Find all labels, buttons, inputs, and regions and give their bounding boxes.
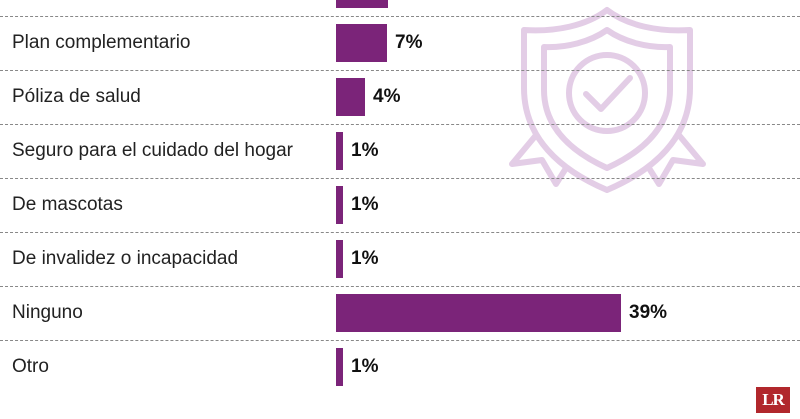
row-divider: [0, 124, 800, 125]
bar: [336, 186, 343, 224]
category-label: Plan complementario: [12, 32, 191, 53]
row-divider: [0, 232, 800, 233]
value-label: 7%: [395, 32, 423, 53]
bar: [336, 78, 365, 116]
category-label: Póliza de salud: [12, 86, 141, 107]
shield-icon-part: [566, 52, 648, 134]
bar: [336, 132, 343, 170]
bar: [336, 348, 343, 386]
value-label: 1%: [351, 356, 379, 377]
category-label: Otro: [12, 356, 49, 377]
category-label: Ninguno: [12, 302, 83, 323]
shield-check-icon: [509, 7, 706, 193]
row-divider: [0, 16, 800, 17]
shield-icon-part: [541, 27, 673, 171]
value-label: 1%: [351, 140, 379, 161]
row-divider: [0, 70, 800, 71]
value-label: 1%: [351, 248, 379, 269]
category-label: De mascotas: [12, 194, 123, 215]
value-label: 39%: [629, 302, 668, 323]
category-label: Seguro para el cuidado del hogar: [12, 140, 293, 161]
shield-icon-part: [583, 75, 633, 112]
lr-logo: LR: [756, 387, 790, 413]
bar: [336, 0, 388, 8]
shield-icon-part: [509, 125, 583, 187]
bar: [336, 240, 343, 278]
value-label: 1%: [351, 194, 379, 215]
category-label: De invalidez o incapacidad: [12, 248, 239, 269]
shield-icon-part: [632, 125, 706, 187]
row-divider: [0, 178, 800, 179]
row-divider: [0, 286, 800, 287]
bar: [336, 294, 621, 332]
bar: [336, 24, 387, 62]
row-divider: [0, 340, 800, 341]
value-label: 4%: [373, 86, 401, 107]
